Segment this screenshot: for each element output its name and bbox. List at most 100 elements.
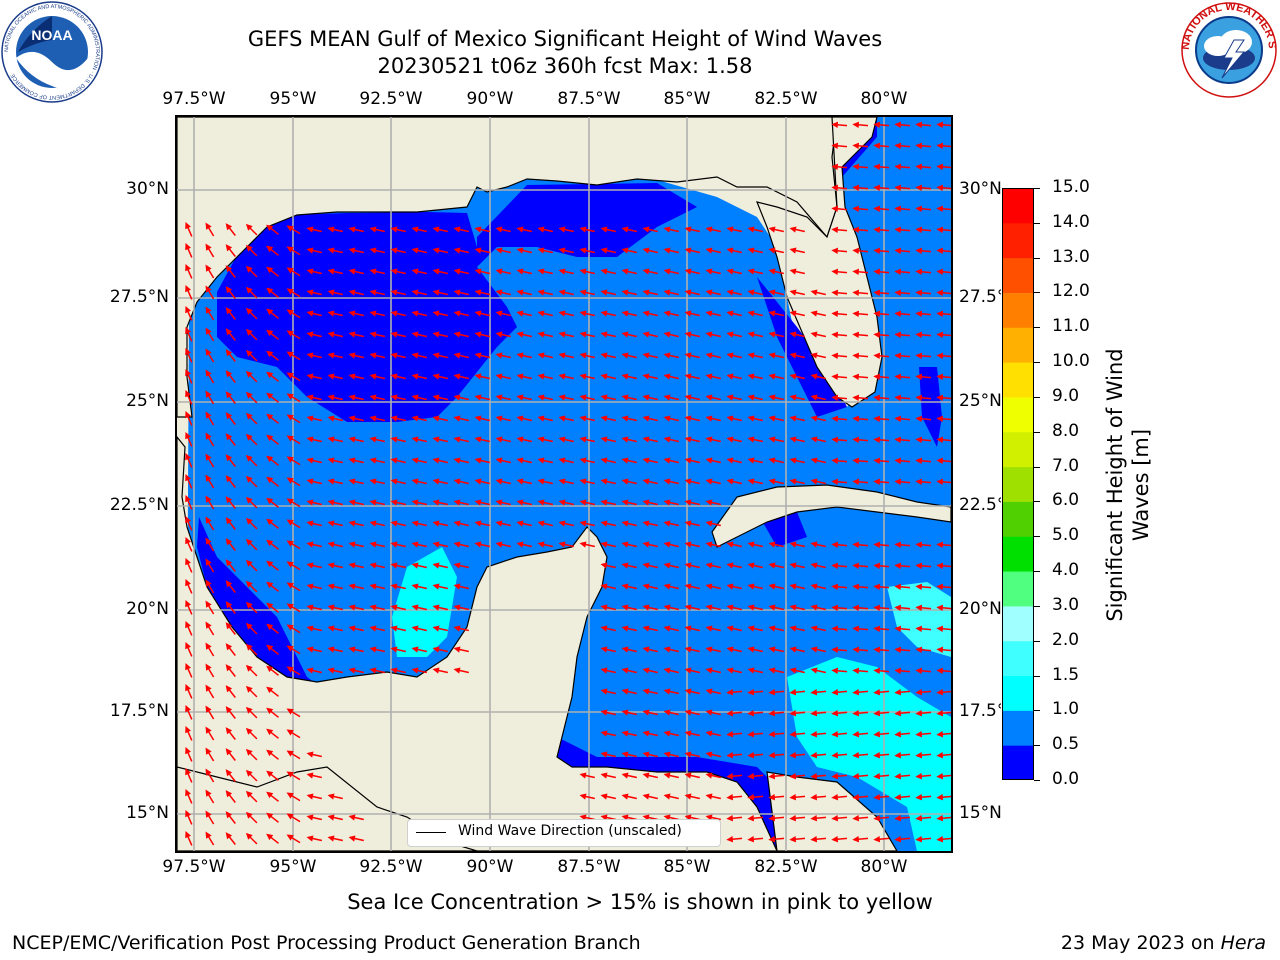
colorbar-tick-label: 11.0	[1052, 316, 1090, 337]
wave-direction-arrow	[621, 583, 637, 590]
wave-direction-arrow	[684, 688, 700, 695]
wave-direction-arrow	[684, 646, 700, 653]
wave-direction-arrow	[537, 457, 553, 464]
wave-direction-arrow	[286, 750, 301, 760]
wave-direction-arrow	[873, 731, 890, 738]
wave-direction-arrow	[245, 559, 258, 572]
lon-label-bottom: 90°W	[466, 857, 514, 877]
wave-direction-arrow	[873, 352, 890, 359]
wave-direction-arrow	[225, 454, 236, 467]
wave-direction-arrow	[726, 604, 742, 611]
wave-direction-arrow	[621, 688, 637, 695]
wave-direction-arrow	[600, 541, 616, 548]
colorbar-segment	[1002, 292, 1034, 328]
wave-direction-arrow	[453, 583, 469, 590]
wave-direction-arrow	[185, 222, 193, 237]
wave-direction-arrow	[642, 541, 658, 548]
wave-direction-arrow	[831, 184, 848, 191]
wave-direction-arrow	[894, 163, 911, 170]
wave-direction-arrow	[873, 625, 890, 632]
wave-direction-arrow	[705, 646, 721, 653]
wave-direction-arrow	[369, 394, 385, 401]
lat-label-left: 15°N	[126, 803, 169, 823]
wave-direction-arrow	[726, 247, 742, 254]
wave-direction-arrow	[600, 457, 616, 464]
wave-direction-arrow	[327, 604, 343, 611]
wave-direction-arrow	[852, 205, 869, 212]
wave-direction-arrow	[306, 772, 322, 779]
wave-direction-arrow	[915, 373, 932, 380]
colorbar-tick-label: 0.0	[1052, 769, 1080, 789]
wave-direction-arrow	[495, 226, 511, 233]
wave-direction-arrow	[789, 457, 805, 464]
colorbar-tick-label: 12.0	[1052, 281, 1090, 302]
wave-direction-arrow	[225, 790, 236, 803]
wave-direction-arrow	[663, 541, 679, 548]
wave-direction-arrow	[432, 247, 448, 254]
colorbar-tick-label: 3.0	[1052, 594, 1080, 615]
lon-label-top: 82.5°W	[754, 89, 818, 109]
noaa-logo: NOAA NATIONAL OCEANIC AND ATMOSPHERIC AD…	[0, 0, 104, 104]
wave-direction-arrow	[621, 331, 637, 338]
wave-direction-arrow	[621, 415, 637, 422]
wave-direction-arrow	[286, 435, 301, 445]
wave-direction-arrow	[768, 373, 784, 380]
wave-direction-arrow	[348, 289, 364, 296]
wave-direction-arrow	[873, 289, 890, 296]
wave-direction-arrow	[852, 562, 869, 569]
wave-direction-arrow	[537, 478, 553, 485]
wave-direction-arrow	[831, 710, 848, 717]
wave-direction-arrow	[579, 415, 595, 422]
wave-direction-arrow	[306, 436, 322, 443]
wave-direction-arrow	[411, 520, 427, 527]
wave-direction-arrow	[306, 226, 322, 233]
wave-direction-arrow	[185, 474, 193, 489]
wave-direction-arrow	[411, 331, 427, 338]
lat-label-right: 25°N	[959, 391, 1001, 411]
wave-direction-arrow	[348, 226, 364, 233]
wave-direction-arrow	[348, 436, 364, 443]
wave-direction-arrow	[390, 373, 406, 380]
wave-direction-arrow	[894, 752, 911, 759]
wave-direction-arrow	[205, 432, 215, 447]
wave-direction-arrow	[266, 581, 279, 592]
wave-direction-arrow	[327, 562, 343, 569]
wave-direction-arrow	[831, 604, 848, 611]
wave-direction-arrow	[185, 432, 193, 447]
wave-direction-arrow	[789, 226, 805, 233]
wave-direction-arrow	[390, 478, 406, 485]
wave-direction-arrow	[185, 726, 193, 741]
wave-direction-arrow	[205, 537, 215, 552]
wave-direction-arrow	[495, 457, 511, 464]
wave-direction-arrow	[642, 352, 658, 359]
wave-direction-arrow	[306, 520, 322, 527]
wave-direction-arrow	[432, 625, 448, 632]
wave-direction-arrow	[873, 457, 890, 464]
wave-direction-arrow	[915, 541, 932, 548]
wave-direction-arrow	[453, 352, 469, 359]
wave-direction-arrow	[852, 310, 869, 317]
wave-direction-arrow	[286, 540, 301, 550]
wave-direction-arrow	[915, 689, 932, 696]
wave-direction-arrow	[810, 773, 827, 780]
wave-direction-arrow	[453, 478, 469, 485]
wave-direction-arrow	[225, 685, 236, 698]
wave-direction-arrow	[642, 373, 658, 380]
wave-direction-arrow	[831, 163, 848, 170]
colorbar-tick-label: 14.0	[1052, 211, 1090, 232]
wave-direction-arrow	[205, 558, 215, 573]
colorbar-segment	[1002, 640, 1034, 677]
lat-label-left: 30°N	[126, 179, 169, 199]
wave-direction-arrow	[537, 499, 553, 506]
wave-direction-arrow	[810, 478, 826, 485]
wave-direction-arrow	[621, 709, 637, 716]
wave-direction-arrow	[390, 667, 406, 674]
wave-direction-arrow	[516, 499, 532, 506]
wave-direction-arrow	[205, 306, 215, 321]
wave-direction-arrow	[600, 394, 616, 401]
lon-label-top: 97.5°W	[162, 89, 226, 109]
wave-direction-arrow	[789, 289, 805, 296]
wave-direction-arrow	[369, 268, 385, 275]
wave-direction-arrow	[873, 184, 890, 191]
wave-direction-arrow	[205, 516, 215, 531]
